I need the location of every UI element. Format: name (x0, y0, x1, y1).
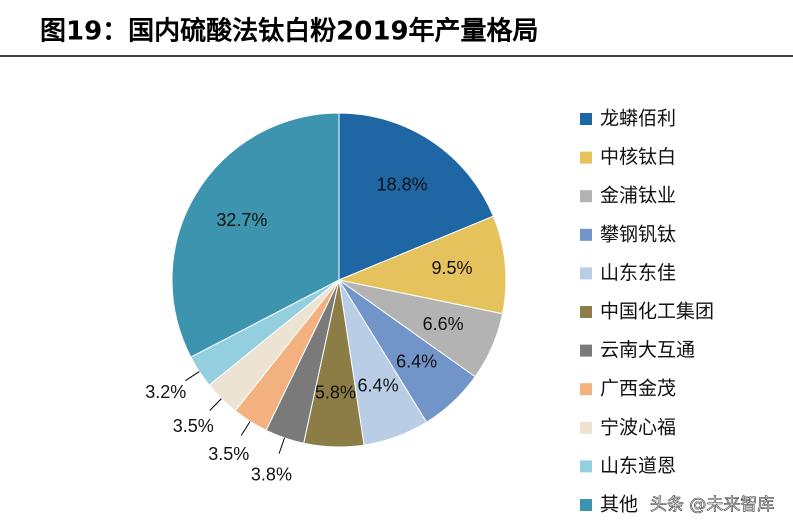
data-label: 3.8% (251, 464, 292, 484)
data-label: 9.5% (432, 258, 473, 278)
legend-label: 中核钛白 (600, 146, 676, 168)
legend-label: 广西金茂 (600, 378, 676, 400)
legend-label: 山东道恩 (600, 455, 676, 477)
legend-swatch (580, 228, 592, 241)
legend-label: 云南大互通 (600, 339, 695, 361)
leader-line (185, 371, 200, 382)
pie-slice (338, 112, 494, 281)
legend-swatch (580, 151, 592, 164)
legend-swatch (580, 190, 592, 203)
data-label: 3.5% (173, 416, 214, 436)
data-label: 6.4% (396, 352, 437, 372)
legend-label: 龙蟒佰利 (600, 108, 676, 130)
legend-swatch (580, 267, 592, 280)
legend-swatch (580, 383, 592, 396)
legend-label: 攀钢钒钛 (600, 223, 676, 245)
legend-swatch (580, 113, 592, 125)
legend-label: 金浦钛业 (600, 185, 676, 207)
data-label: 6.4% (358, 375, 399, 395)
leader-line (240, 421, 251, 436)
legend-label: 山东东佳 (600, 262, 676, 284)
legend-swatch (580, 344, 592, 357)
legend-swatch (580, 460, 592, 473)
pie-slice (337, 215, 507, 315)
data-label: 3.2% (145, 382, 186, 402)
pie-slice (171, 112, 340, 358)
legend-label: 宁波心福 (600, 416, 676, 438)
legend-swatch (580, 421, 592, 434)
leader-line (278, 437, 285, 454)
data-label: 3.5% (208, 444, 249, 464)
chart-title: 图19：国内硫酸法钛白粉2019年产量格局 (40, 16, 539, 47)
data-label: 32.7% (216, 210, 267, 230)
data-label: 6.6% (423, 314, 464, 334)
data-label: 5.8% (315, 382, 356, 402)
watermark: 头条 @未来智库 (650, 495, 774, 515)
legend-label: 中国化工集团 (600, 301, 714, 323)
data-label: 18.8% (377, 174, 428, 194)
legend-swatch (580, 499, 592, 511)
legend-swatch (580, 306, 592, 318)
legend-label: 其他 (600, 494, 638, 516)
leader-line (209, 398, 222, 411)
